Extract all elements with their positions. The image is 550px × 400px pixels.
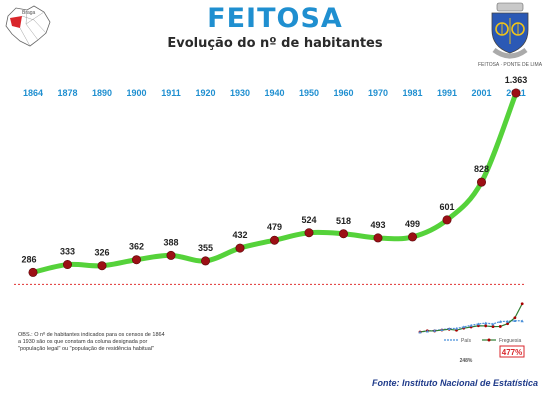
inset-pais-point-1960 — [484, 321, 488, 325]
data-point-1864 — [28, 267, 38, 277]
methodology-note: OBS.: O nº de habitantes indicados para … — [18, 332, 165, 352]
data-point-1920 — [201, 256, 211, 266]
data-point-1981 — [407, 232, 417, 242]
year-label-1864: 1864 — [23, 88, 43, 98]
population-line — [30, 90, 519, 275]
inset-pais-point-1970 — [491, 322, 495, 326]
value-label-1981: 499 — [405, 219, 420, 229]
legend-pais-label: País — [461, 338, 472, 344]
inset-pais-point-2011 — [520, 319, 524, 323]
inset-freguesia-point-2011 — [520, 302, 524, 306]
inset-pais-point-1930 — [462, 325, 466, 329]
data-point-1900 — [132, 255, 142, 265]
inset-pais-point-1950 — [476, 322, 480, 326]
data-point-1890 — [97, 261, 107, 271]
year-label-1991: 1991 — [437, 88, 457, 98]
year-label-1960: 1960 — [333, 88, 353, 98]
year-label-1940: 1940 — [264, 88, 284, 98]
inset-pais-point-1940 — [469, 323, 473, 327]
value-label-1970: 493 — [370, 220, 385, 230]
inset-freguesia-point-2001 — [513, 316, 517, 320]
year-label-1911: 1911 — [161, 88, 181, 98]
inset-pais-point-1864 — [418, 330, 422, 334]
source-caption: Fonte: Instituto Nacional de Estatística — [371, 378, 538, 388]
coat-of-arms: FEITOSA · PONTE DE LIMA — [478, 2, 543, 68]
value-label-1864: 286 — [21, 254, 36, 264]
year-label-1900: 1900 — [126, 88, 146, 98]
data-point-1911 — [166, 250, 176, 260]
year-label-1970: 1970 — [368, 88, 388, 98]
crest-text: FEITOSA · PONTE DE LIMA — [478, 62, 543, 68]
inset-pais-point-1981 — [498, 320, 502, 323]
inset-pais-point-1900 — [440, 328, 444, 331]
inset-pais-point-2001 — [513, 319, 517, 322]
value-label-1950: 524 — [301, 215, 316, 225]
inset-pais-point-1911 — [447, 327, 451, 330]
data-point-1960 — [338, 229, 348, 239]
year-label-1920: 1920 — [195, 88, 215, 98]
data-point-1970 — [373, 233, 383, 243]
data-point-1991 — [442, 215, 452, 225]
data-point-1940 — [269, 235, 279, 245]
data-point-1930 — [235, 243, 245, 253]
data-point-2011 — [511, 88, 521, 98]
year-label-1890: 1890 — [92, 88, 112, 98]
year-label-2001: 2001 — [471, 88, 491, 98]
inset-pais-point-1890 — [433, 329, 437, 332]
value-label-1940: 479 — [267, 222, 282, 232]
year-label-1930: 1930 — [230, 88, 250, 98]
value-label-1900: 362 — [129, 242, 144, 252]
value-label-1991: 601 — [439, 202, 454, 212]
value-label-2001: 828 — [474, 164, 489, 174]
data-point-1950 — [304, 228, 314, 238]
data-point-1878 — [62, 260, 72, 270]
value-label-1890: 326 — [94, 248, 109, 258]
inset-pais-point-1878 — [425, 329, 429, 333]
inset-freguesia-point-1960 — [484, 324, 488, 328]
inset-pais-point-1920 — [454, 327, 459, 330]
secondary-growth-label: 248% — [460, 358, 473, 364]
legend-freguesia-label: Freguesia — [499, 338, 521, 344]
data-point-2001 — [476, 177, 486, 187]
page-title: FEITOSA — [207, 3, 343, 34]
year-label-1878: 1878 — [57, 88, 77, 98]
value-label-1930: 432 — [232, 230, 247, 240]
inset-freguesia-point-1970 — [491, 325, 495, 328]
inset-freguesia-point-1991 — [506, 322, 509, 326]
chart-subtitle: Evolução do nº de habitantes — [167, 36, 383, 51]
inset-chart: País Freguesia 477% 248% — [418, 302, 525, 364]
growth-label: 477% — [502, 348, 522, 357]
value-label-1920: 355 — [198, 243, 213, 253]
value-label-2011: 1.363 — [505, 75, 528, 85]
value-label-1960: 518 — [336, 216, 351, 226]
value-label-1911: 388 — [163, 237, 178, 247]
locator-map: Braga — [5, 5, 51, 47]
inset-freguesia-point-1981 — [498, 325, 502, 328]
year-label-1950: 1950 — [299, 88, 319, 98]
legend-freguesia-marker — [487, 338, 491, 342]
year-label-1981: 1981 — [402, 88, 422, 98]
inset-pais-point-1991 — [506, 319, 510, 323]
value-label-1878: 333 — [60, 247, 75, 257]
map-label: Braga — [22, 10, 36, 16]
growth-box — [499, 345, 525, 358]
